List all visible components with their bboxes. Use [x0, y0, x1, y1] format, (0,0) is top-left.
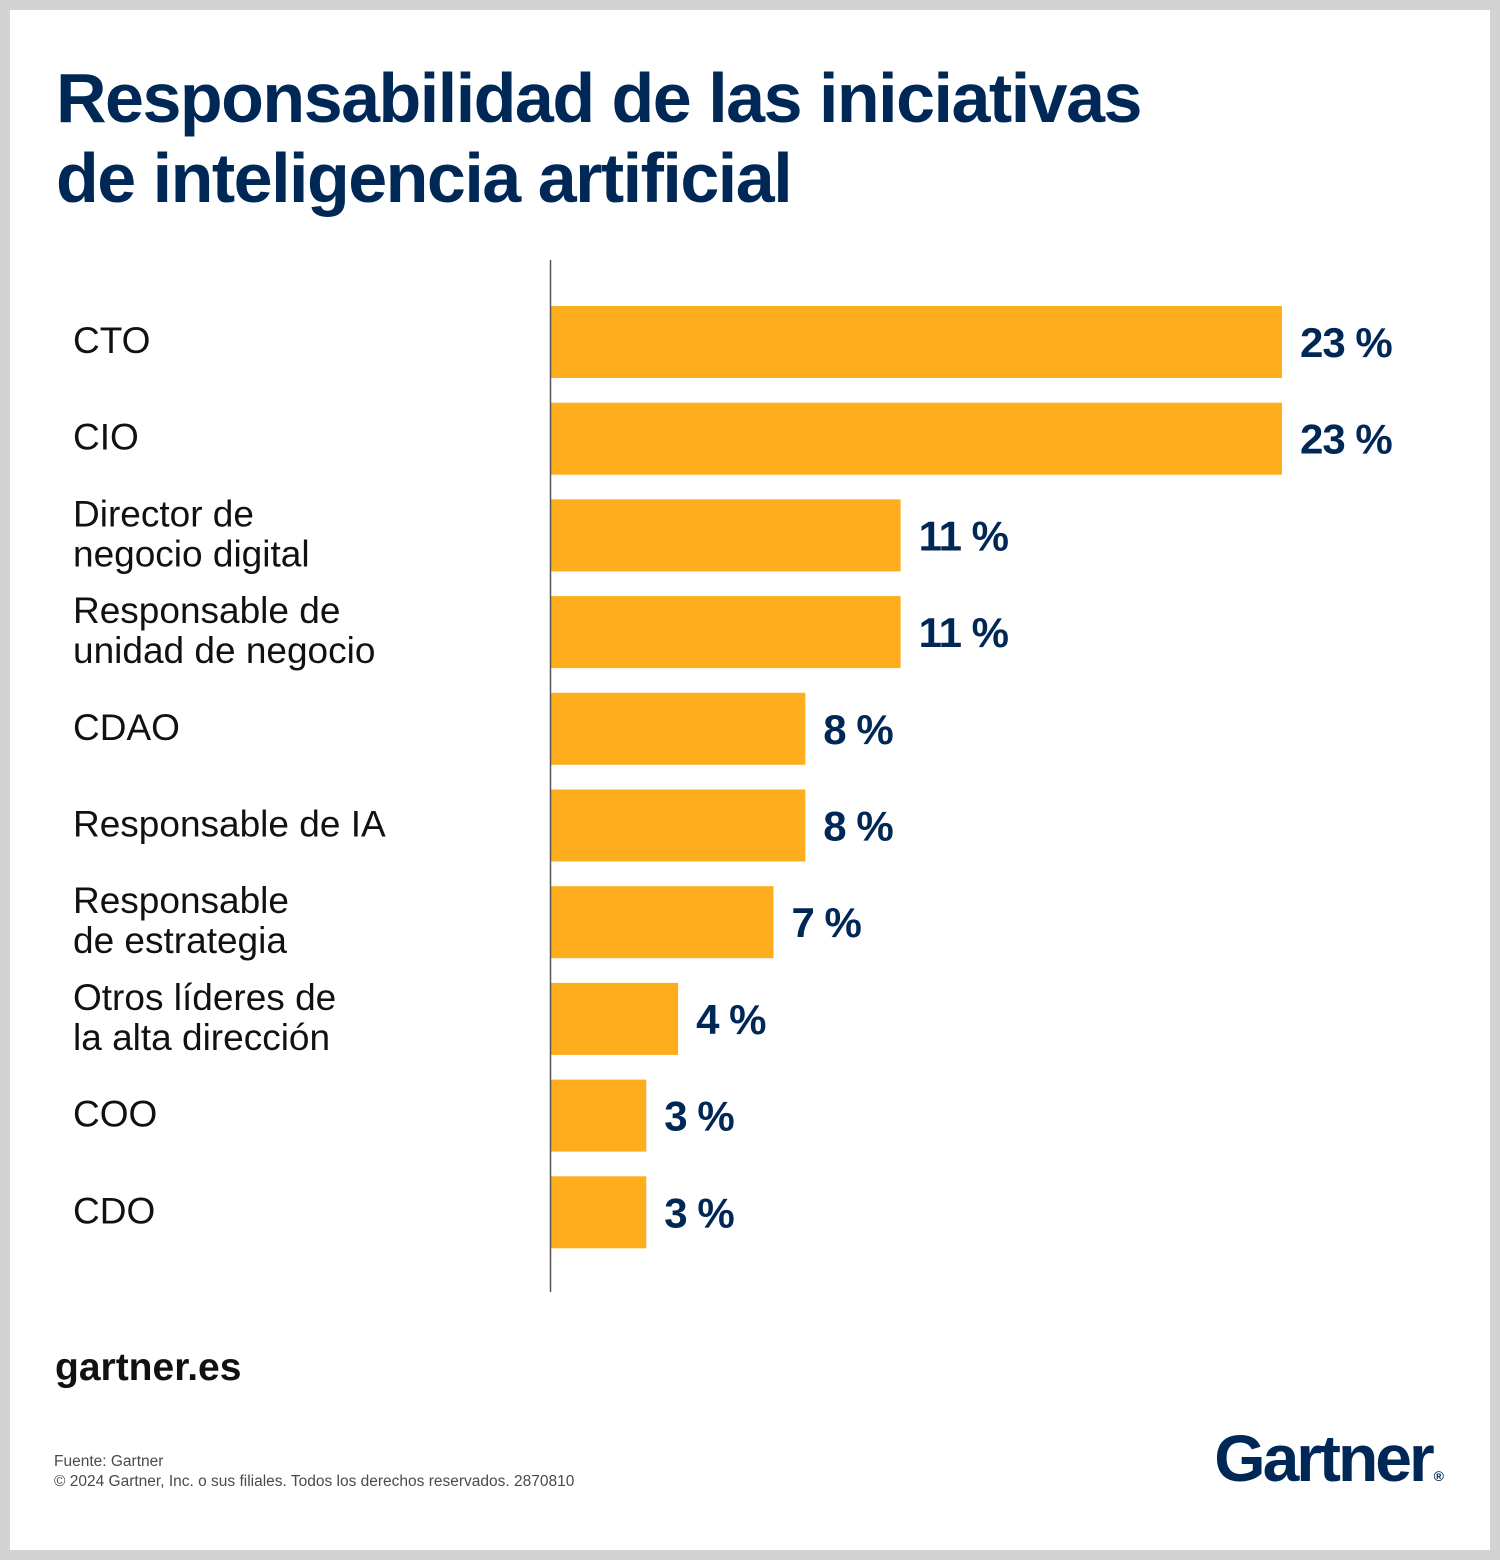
bar-4 — [551, 596, 901, 669]
footnote: Fuente: Gartner © 2024 Gartner, Inc. o s… — [54, 1452, 574, 1492]
value-label-2: 23 % — [1300, 416, 1392, 463]
registered-mark: ® — [1433, 1468, 1444, 1484]
category-label-9: COO — [73, 1094, 157, 1135]
value-label-1: 23 % — [1300, 319, 1392, 366]
category-label-7-line-2: de estrategia — [73, 920, 287, 961]
site-url[interactable]: gartner.es — [55, 1346, 242, 1389]
bar-8 — [551, 982, 679, 1055]
category-label-8-line-2: la alta dirección — [73, 1017, 330, 1058]
value-label-8: 4 % — [696, 996, 766, 1043]
category-label-4-line-1: Responsable de — [73, 590, 340, 631]
category-label-7-line-1: Responsable — [73, 880, 289, 921]
value-label-5: 8 % — [823, 706, 893, 753]
bar-7 — [551, 886, 774, 959]
source-note: Fuente: Gartner — [54, 1453, 164, 1470]
category-label-2: CIO — [73, 417, 139, 458]
bar-5 — [551, 692, 806, 765]
category-label-5: CDAO — [73, 707, 180, 748]
infographic-card — [10, 10, 1490, 1550]
category-label-1: CTO — [73, 320, 150, 361]
value-label-9: 3 % — [664, 1093, 734, 1140]
bar-9 — [551, 1079, 647, 1152]
category-label-8-line-1: Otros líderes de — [73, 977, 336, 1018]
category-label-4-line-2: unidad de negocio — [73, 630, 375, 671]
bar-1 — [551, 306, 1282, 378]
value-label-3: 11 % — [919, 512, 1009, 559]
category-label-6: Responsable de IA — [73, 804, 386, 845]
category-label-3-line-1: Director de — [73, 493, 254, 534]
page-title: Responsabilidad de las iniciativas de in… — [56, 58, 1356, 218]
bar-2 — [551, 402, 1282, 475]
category-label-3-line-2: negocio digital — [73, 533, 310, 574]
title-line-1: Responsabilidad de las iniciativas — [56, 59, 1142, 137]
value-label-6: 8 % — [823, 803, 893, 850]
value-label-7: 7 % — [792, 899, 862, 946]
value-label-10: 3 % — [664, 1189, 734, 1236]
title-line-2: de inteligencia artificial — [56, 139, 793, 217]
bar-10 — [551, 1176, 647, 1249]
gartner-logo: Gartner ® — [1214, 1420, 1444, 1496]
bar-3 — [551, 499, 901, 572]
logo-text: Gartner — [1214, 1421, 1434, 1495]
copyright-note: © 2024 Gartner, Inc. o sus filiales. Tod… — [54, 1473, 575, 1490]
category-label-10: CDO — [73, 1190, 155, 1231]
value-label-4: 11 % — [919, 609, 1009, 656]
bar-6 — [551, 789, 806, 862]
